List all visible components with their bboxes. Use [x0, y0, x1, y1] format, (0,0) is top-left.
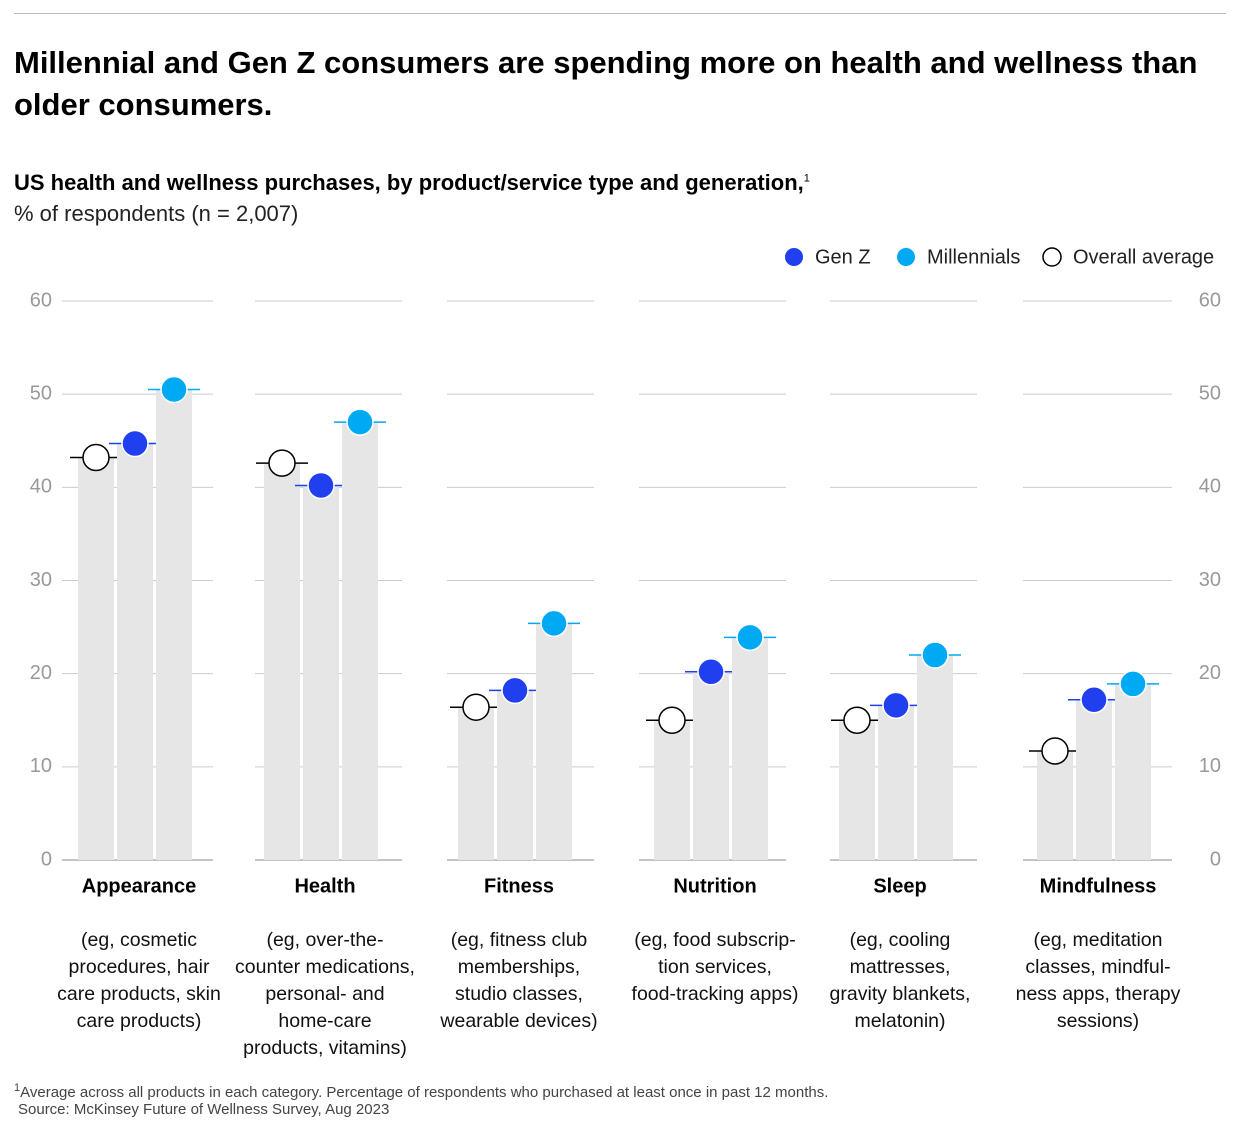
- category-description: wearable devices): [439, 1010, 597, 1032]
- bar: [732, 637, 768, 860]
- bar: [654, 720, 690, 860]
- chart-title: Millennial and Gen Z consumers are spend…: [14, 45, 1198, 122]
- category-description: melatonin): [854, 1010, 945, 1032]
- dot: [540, 609, 568, 638]
- dot: [1119, 670, 1147, 698]
- top-rule: [14, 13, 1226, 14]
- dot: [268, 449, 296, 477]
- dot: [1041, 737, 1069, 765]
- bar: [1115, 683, 1151, 860]
- footnote: 1Average across all products in each cat…: [14, 1082, 828, 1101]
- footnote-text: Average across all products in each cate…: [20, 1084, 829, 1101]
- y-tick-label: 20: [30, 662, 52, 684]
- footnote-marker: 1: [803, 172, 810, 185]
- y-tick-label: 30: [30, 569, 52, 591]
- category-description: care products, skin: [57, 983, 221, 1005]
- category-description: personal- and: [265, 983, 384, 1005]
- category-description: classes, mindful-: [1025, 956, 1170, 978]
- category-description: memberships,: [458, 956, 580, 978]
- legend-label: Millennials: [927, 246, 1020, 268]
- bar: [693, 671, 729, 860]
- dot: [921, 641, 949, 669]
- category-description: studio classes,: [455, 983, 583, 1005]
- bar: [117, 443, 153, 860]
- bar: [839, 720, 875, 860]
- subtitle-text: US health and wellness purchases, by pro…: [14, 170, 804, 195]
- bar: [917, 655, 953, 860]
- y-tick-label-right: 10: [1199, 755, 1221, 777]
- y-tick-label: 10: [30, 755, 52, 777]
- dot: [843, 706, 871, 734]
- dot: [501, 676, 529, 705]
- category-label: Health: [294, 875, 355, 897]
- category-description: procedures, hair: [69, 956, 210, 978]
- footnote-marker: 1: [14, 1082, 21, 1094]
- bar: [878, 705, 914, 860]
- dot: [346, 408, 374, 436]
- y-tick-label-right: 40: [1199, 476, 1221, 498]
- chart-subtitle: US health and wellness purchases, by pro…: [14, 170, 810, 196]
- bar: [264, 463, 300, 860]
- bar: [497, 690, 533, 860]
- category-description: home-care: [278, 1010, 371, 1032]
- bar: [536, 623, 572, 860]
- dot: [307, 471, 335, 500]
- y-tick-label-right: 20: [1199, 662, 1221, 684]
- y-tick-label: 50: [30, 382, 52, 404]
- category-description: counter medications,: [235, 956, 415, 978]
- category-description: ness apps, therapy: [1016, 983, 1181, 1005]
- y-tick-label: 0: [41, 848, 52, 870]
- category-description: care products): [77, 1010, 202, 1032]
- unit-label: % of respondents (n = 2,007): [14, 201, 299, 226]
- category-description: (eg, cooling: [850, 929, 951, 951]
- y-tick-label-right: 60: [1199, 289, 1221, 311]
- category-description: (eg, over-the-: [266, 929, 383, 951]
- dot: [462, 693, 490, 721]
- dot: [736, 623, 764, 652]
- category-description: sessions): [1057, 1010, 1139, 1032]
- bar: [1037, 750, 1073, 860]
- bar: [1076, 699, 1112, 860]
- y-tick-label-right: 50: [1199, 382, 1221, 404]
- category-description: (eg, fitness club: [451, 929, 588, 951]
- category-label: Appearance: [82, 875, 197, 897]
- legend-swatch: [1042, 247, 1062, 267]
- category-description: food-tracking apps): [632, 983, 799, 1005]
- category-description: (eg, meditation: [1034, 929, 1163, 951]
- legend-label: Gen Z: [815, 246, 871, 268]
- legend-label: Overall average: [1073, 246, 1214, 268]
- dot: [121, 429, 149, 458]
- category-label: Fitness: [484, 875, 554, 897]
- dot: [1080, 686, 1108, 714]
- y-tick-label-right: 30: [1199, 569, 1221, 591]
- bar: [156, 389, 192, 860]
- dot: [82, 443, 110, 472]
- legend-swatch: [785, 248, 803, 266]
- y-tick-label-right: 0: [1210, 848, 1221, 870]
- category-description: products, vitamins): [243, 1037, 407, 1059]
- dot: [882, 691, 910, 720]
- legend-swatch: [897, 248, 915, 266]
- source: Source: McKinsey Future of Wellness Surv…: [18, 1101, 390, 1118]
- category-label: Mindfulness: [1040, 875, 1157, 897]
- dot: [160, 375, 188, 404]
- dot: [697, 658, 725, 686]
- category-description: (eg, cosmetic: [81, 929, 197, 951]
- bar: [303, 485, 339, 860]
- dot: [658, 706, 686, 734]
- category-description: tion services,: [658, 956, 772, 978]
- bar: [458, 707, 494, 860]
- category-label: Nutrition: [673, 875, 756, 897]
- category-description: gravity blankets,: [830, 983, 971, 1005]
- category-description: (eg, food subscrip-: [634, 929, 796, 951]
- category-label: Sleep: [873, 875, 926, 897]
- y-tick-label: 60: [30, 289, 52, 311]
- bar: [342, 422, 378, 860]
- bar: [78, 457, 114, 860]
- y-tick-label: 40: [30, 476, 52, 498]
- category-description: mattresses,: [850, 956, 951, 978]
